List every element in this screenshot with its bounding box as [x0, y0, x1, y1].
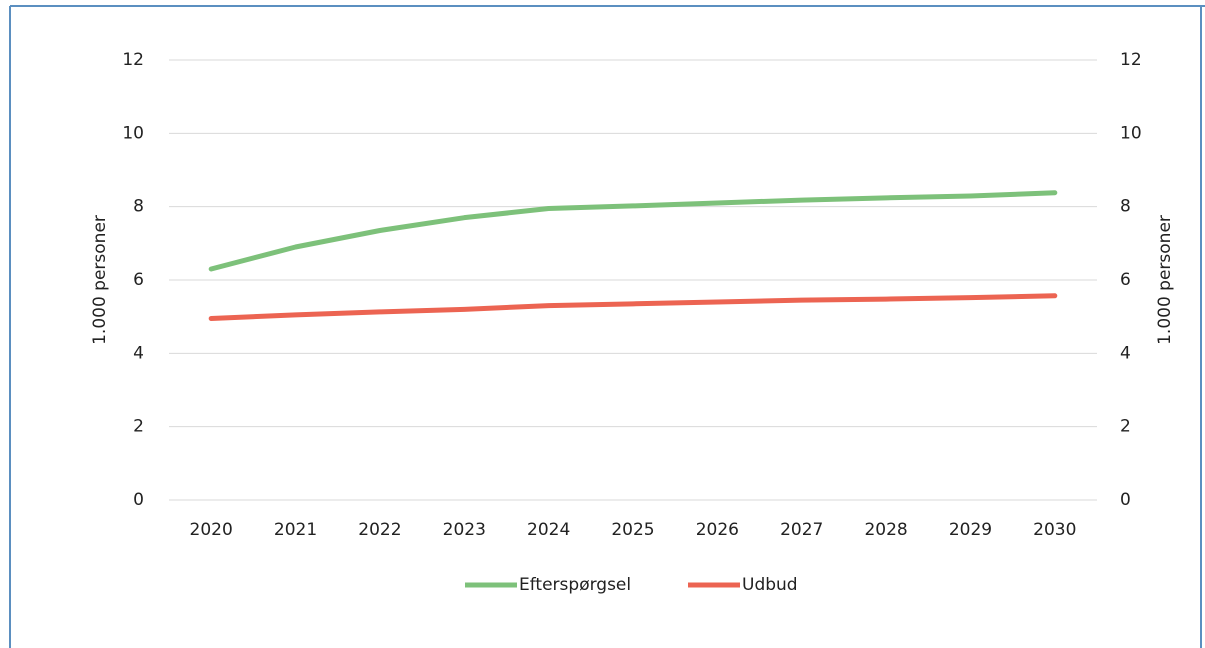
y-tick-label: 10 [122, 123, 144, 143]
legend-label: Udbud [742, 575, 798, 595]
series-line [208, 190, 1058, 272]
y-tick-label: 0 [133, 490, 144, 510]
y2-axis-label: 1.000 personer [1155, 215, 1175, 345]
y2-tick-label: 8 [1120, 197, 1131, 217]
x-tick-label: 2026 [696, 520, 739, 540]
y-tick-label: 6 [133, 270, 144, 290]
y-tick-label: 4 [133, 343, 144, 363]
y-axis-label: 1.000 personer [90, 215, 110, 345]
y-tick-label: 8 [133, 197, 144, 217]
y2-tick-label: 10 [1120, 123, 1142, 143]
legend-label: Efterspørgsel [519, 575, 631, 595]
x-tick-label: 2029 [949, 520, 992, 540]
x-tick-label: 2024 [527, 520, 570, 540]
x-tick-label: 2025 [611, 520, 654, 540]
x-tick-label: 2030 [1033, 520, 1076, 540]
x-tick-label: 2020 [190, 520, 233, 540]
series-line [208, 293, 1058, 321]
y2-tick-label: 0 [1120, 490, 1131, 510]
y-tick-label: 2 [133, 417, 144, 437]
y2-tick-label: 4 [1120, 343, 1131, 363]
y2-tick-label: 2 [1120, 417, 1131, 437]
y-tick-label: 12 [122, 50, 144, 70]
x-tick-label: 2023 [443, 520, 486, 540]
y2-tick-label: 12 [1120, 50, 1142, 70]
x-tick-label: 2028 [864, 520, 907, 540]
x-tick-label: 2021 [274, 520, 317, 540]
x-tick-label: 2027 [780, 520, 823, 540]
x-tick-label: 2022 [358, 520, 401, 540]
y2-tick-label: 6 [1120, 270, 1131, 290]
